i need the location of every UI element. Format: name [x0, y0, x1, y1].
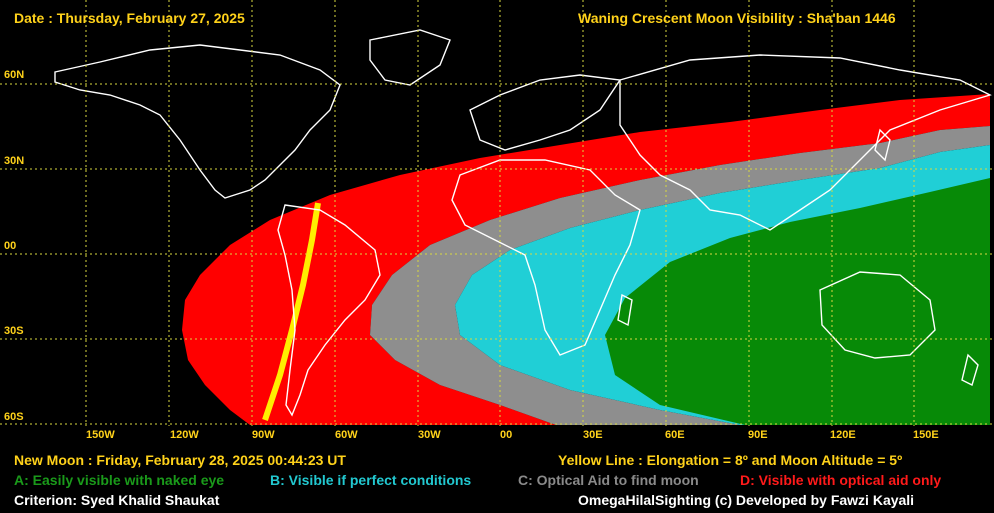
- lon-label-60w: 60W: [335, 429, 358, 441]
- credit-label: OmegaHilalSighting (c) Developed by Fawz…: [578, 492, 915, 508]
- coastlines: [54, 29, 992, 417]
- legend-d: D: Visible with optical aid only: [740, 472, 942, 488]
- lon-label-120w: 120W: [170, 429, 199, 441]
- lon-label-90w: 90W: [252, 429, 275, 441]
- lon-label-90e: 90E: [748, 429, 768, 441]
- lon-label-00: 00: [500, 429, 513, 441]
- legend-b: B: Visible if perfect conditions: [270, 472, 472, 488]
- lon-label-30w: 30W: [418, 429, 441, 441]
- lat-label-30n: 30N: [4, 155, 25, 167]
- lon-label-60e: 60E: [665, 429, 685, 441]
- criterion-label: Criterion: Syed Khalid Shaukat: [14, 492, 220, 508]
- lon-label-30e: 30E: [583, 429, 603, 441]
- new-moon-label: New Moon : Friday, February 28, 2025 00:…: [14, 452, 346, 468]
- lon-label-150w: 150W: [86, 429, 115, 441]
- lon-label-150e: 150E: [913, 429, 939, 441]
- graticule: [0, 0, 994, 426]
- lat-label-30s: 30S: [4, 325, 24, 337]
- lon-label-120e: 120E: [830, 429, 856, 441]
- zone-a: [605, 178, 990, 425]
- legend-c: C: Optical Aid to find moon: [518, 472, 699, 488]
- lat-label-60s: 60S: [4, 411, 24, 423]
- yellow-line: [262, 202, 321, 421]
- yellow-line-label: Yellow Line : Elongation = 8º and Moon A…: [558, 452, 903, 468]
- lat-label-60n: 60N: [4, 69, 25, 81]
- lat-label-00: 00: [4, 240, 17, 252]
- zone-d: [182, 94, 990, 425]
- map-title: Waning Crescent Moon Visibility : Sha'ba…: [578, 10, 896, 26]
- date-label: Date : Thursday, February 27, 2025: [14, 10, 245, 26]
- legend-a: A: Easily visible with naked eye: [14, 472, 225, 488]
- zone-c: [370, 126, 990, 425]
